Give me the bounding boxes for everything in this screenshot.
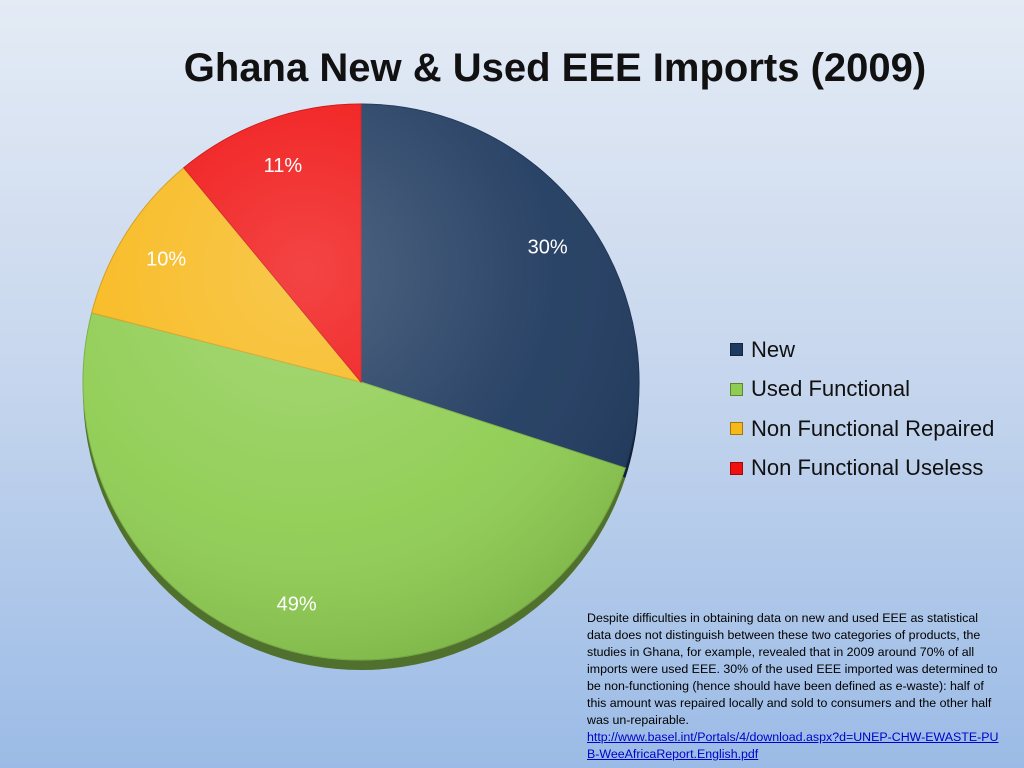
legend-label: Used Functional xyxy=(751,376,910,402)
legend-item-used-functional: Used Functional xyxy=(730,370,994,410)
legend-item-non-functional-repaired: Non Functional Repaired xyxy=(730,409,994,449)
footnote: Despite difficulties in obtaining data o… xyxy=(587,610,999,763)
legend-swatch xyxy=(730,422,743,436)
legend-label: Non Functional Repaired xyxy=(751,415,995,441)
legend-label: Non Functional Useless xyxy=(751,455,984,481)
legend-swatch xyxy=(730,343,743,357)
chart-title: Ghana New & Used EEE Imports (2009) xyxy=(183,46,927,90)
legend-swatch xyxy=(730,382,743,396)
legend-item-non-functional-useless: Non Functional Useless xyxy=(730,449,994,489)
data-label-used-functional: 49% xyxy=(277,594,317,616)
footnote-text: Despite difficulties in obtaining data o… xyxy=(587,611,998,727)
data-label-new: 30% xyxy=(528,236,568,258)
legend: New Used Functional Non Functional Repaire… xyxy=(730,330,994,488)
legend-swatch xyxy=(730,461,743,475)
data-label-non-functional-repaired: 10% xyxy=(146,248,186,270)
legend-item-new: New xyxy=(730,330,994,370)
source-link[interactable]: http://www.basel.int/Portals/4/download.… xyxy=(587,730,999,761)
data-label-non-functional-useless: 11% xyxy=(264,155,303,177)
legend-label: New xyxy=(751,336,796,362)
